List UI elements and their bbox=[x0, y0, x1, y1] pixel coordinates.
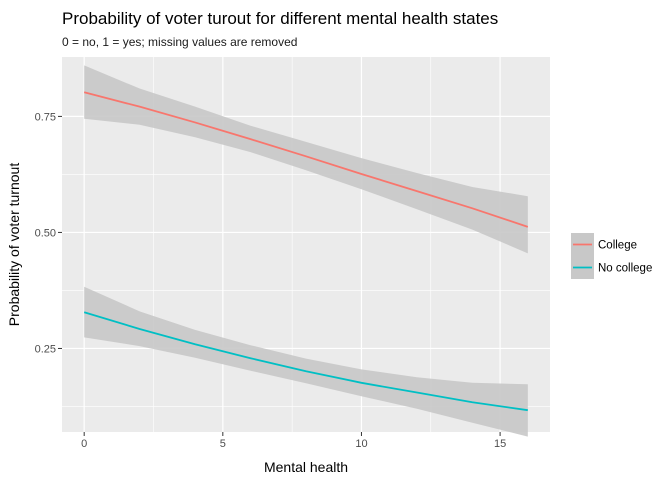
confidence-band bbox=[84, 65, 528, 254]
series-line bbox=[83, 311, 528, 412]
chart-title: Probability of voter turout for differen… bbox=[62, 9, 498, 28]
x-tick-label: 10 bbox=[355, 438, 367, 450]
x-tick-label: 0 bbox=[81, 438, 87, 450]
legend-label: College bbox=[598, 240, 637, 252]
series-lines bbox=[83, 91, 529, 412]
y-tick-label: 0.50 bbox=[35, 227, 56, 239]
chart-subtitle: 0 = no, 1 = yes; missing values are remo… bbox=[62, 35, 297, 49]
legend-label: No college bbox=[598, 263, 652, 275]
x-axis-title: Mental health bbox=[264, 459, 348, 475]
y-tick-label: 0.75 bbox=[35, 111, 56, 123]
y-tick-label: 0.25 bbox=[35, 343, 56, 355]
x-tick-label: 5 bbox=[220, 438, 226, 450]
confidence-band bbox=[84, 286, 528, 437]
legend: College No college bbox=[571, 233, 652, 279]
x-tick-label: 15 bbox=[494, 438, 506, 450]
series-line bbox=[83, 91, 529, 228]
axis-ticks: 0 5 10 15 0.25 0.50 0.75 bbox=[35, 111, 507, 450]
y-axis-title: Probability of voter turnout bbox=[6, 163, 22, 327]
confidence-ribbons bbox=[84, 65, 528, 437]
